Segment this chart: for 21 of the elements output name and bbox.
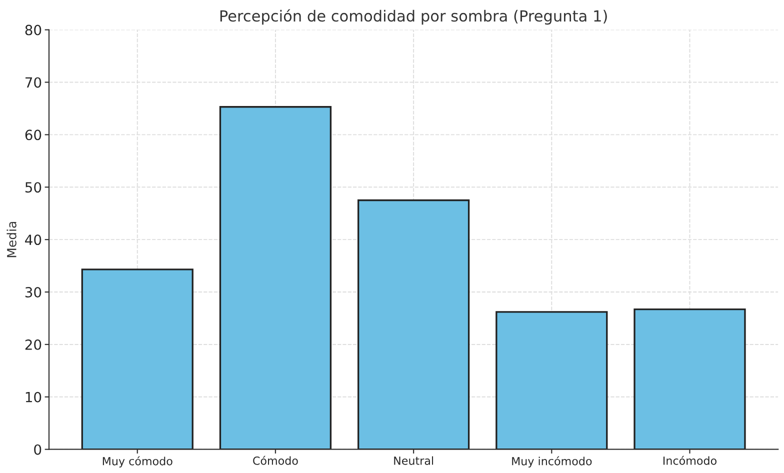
y-axis-title: Media	[6, 222, 16, 258]
y-tick-label: 0	[34, 444, 42, 455]
bar	[496, 311, 608, 450]
bar	[81, 268, 194, 450]
bar	[634, 308, 746, 450]
y-tick-label: 20	[25, 339, 42, 350]
bar	[357, 199, 470, 450]
y-tick-label: 10	[26, 392, 42, 402]
y-tick-label: 80	[25, 24, 42, 36]
x-tick-label: Muy cómodo	[102, 456, 172, 468]
x-tick-label: Neutral	[394, 456, 434, 465]
chart-title: Percepción de comodidad por sombra (Pregunta 1)	[220, 9, 607, 25]
x-tick-label: Muy incómodo	[512, 456, 592, 468]
y-tick-label: 30	[25, 286, 42, 298]
y-tick-label: 50	[25, 182, 42, 193]
y-tick-label: 60	[25, 130, 42, 140]
y-tick-label: 70	[26, 77, 42, 88]
y-tick-label: 40	[25, 234, 42, 246]
bar	[219, 106, 332, 450]
x-tick-label: Cómodo	[253, 456, 298, 465]
x-tick-label: Incómodo	[663, 456, 716, 465]
